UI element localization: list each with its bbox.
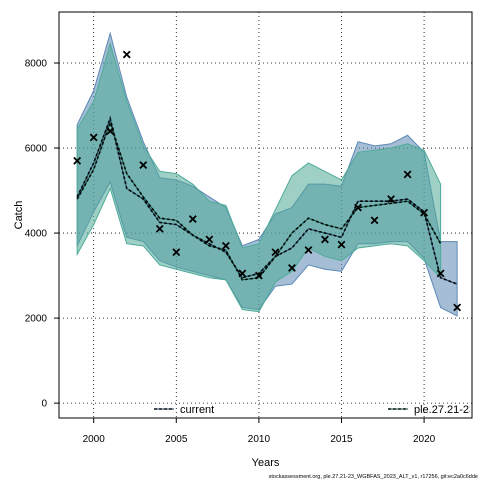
y-tick-label: 4000 xyxy=(25,229,48,240)
x-tick-label: 2010 xyxy=(248,434,271,445)
observed-point xyxy=(403,170,412,179)
observed-point xyxy=(387,195,395,203)
observed-point xyxy=(287,263,296,272)
y-tick-label: 2000 xyxy=(25,314,48,325)
y-axis: 0 2000 4000 6000 8000 xyxy=(25,59,59,410)
plot-frame xyxy=(58,11,473,419)
observed-point xyxy=(238,269,247,278)
observed-point xyxy=(370,216,379,225)
observed-point xyxy=(155,224,164,233)
observed-point xyxy=(172,248,181,257)
observed-point xyxy=(254,271,263,280)
confidence-bands xyxy=(76,31,458,317)
observed-point xyxy=(304,246,313,255)
observed-point xyxy=(106,127,115,135)
y-tick-label: 8000 xyxy=(25,59,48,70)
observed-point xyxy=(205,235,214,244)
median-line-2 xyxy=(76,120,442,281)
legend: current ple.27.21-23 xyxy=(154,404,475,416)
observed-point xyxy=(420,208,429,217)
legend-label-1: current xyxy=(180,404,214,416)
observed-point xyxy=(221,241,230,250)
observed-point xyxy=(354,203,362,212)
x-tick-label: 2015 xyxy=(330,434,353,445)
y-tick-label: 0 xyxy=(41,399,47,410)
observed-point xyxy=(453,303,462,312)
observed-points xyxy=(73,50,462,312)
observed-point xyxy=(188,215,197,223)
x-tick-label: 2005 xyxy=(165,434,188,445)
observed-point xyxy=(321,235,329,244)
x-tick-label: 2000 xyxy=(83,434,106,445)
y-axis-label: Catch xyxy=(13,201,25,230)
observed-point xyxy=(436,269,445,278)
x-tick-label: 2020 xyxy=(413,434,436,445)
observed-point xyxy=(73,156,82,165)
legend-label-2: ple.27.21-23 xyxy=(414,404,475,416)
source-caption: stockassessment.org, ple.27.21-23_WGBFAS… xyxy=(269,474,478,480)
observed-point xyxy=(122,50,131,59)
median-line-inner-2 xyxy=(76,121,442,281)
observed-point xyxy=(271,248,280,257)
observed-point xyxy=(337,240,346,249)
x-axis: 2000 2005 2010 2015 2020 xyxy=(83,418,436,445)
x-axis-label: Years xyxy=(252,457,280,469)
observed-point xyxy=(89,133,98,142)
observed-point xyxy=(139,161,148,169)
y-tick-label: 6000 xyxy=(25,144,48,155)
